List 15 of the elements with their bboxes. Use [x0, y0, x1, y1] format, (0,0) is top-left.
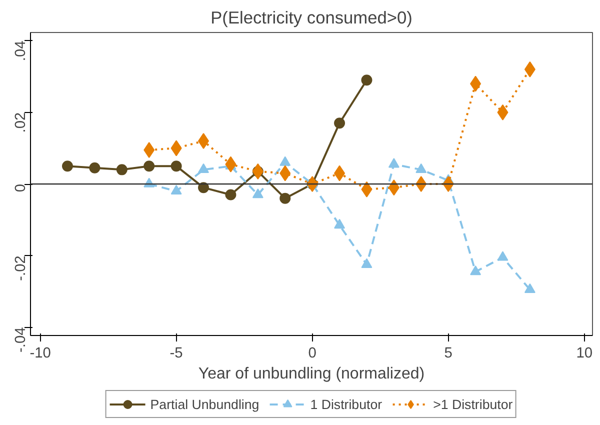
legend-label: 1 Distributor [310, 396, 382, 412]
x-tick-label: 5 [444, 346, 452, 362]
x-tick-label: 0 [308, 346, 316, 362]
x-tick-label: 10 [576, 346, 592, 362]
y-tick-label: .04 [13, 40, 29, 62]
legend-label: >1 Distributor [433, 396, 513, 412]
y-tick-label: -.04 [13, 327, 29, 353]
x-tick-label: -10 [30, 346, 51, 362]
chart-title: P(Electricity consumed>0) [210, 8, 412, 28]
y-tick-label: .02 [13, 112, 29, 133]
x-tick-label: -5 [170, 346, 183, 362]
y-tick-label: 0 [13, 184, 29, 192]
legend-label: Partial Unbundling [150, 396, 260, 412]
x-axis-title: Year of unbundling (normalized) [198, 366, 425, 382]
y-tick-label: -.02 [13, 256, 29, 281]
